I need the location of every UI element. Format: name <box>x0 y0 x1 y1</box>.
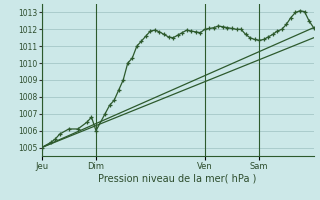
X-axis label: Pression niveau de la mer( hPa ): Pression niveau de la mer( hPa ) <box>99 173 257 183</box>
